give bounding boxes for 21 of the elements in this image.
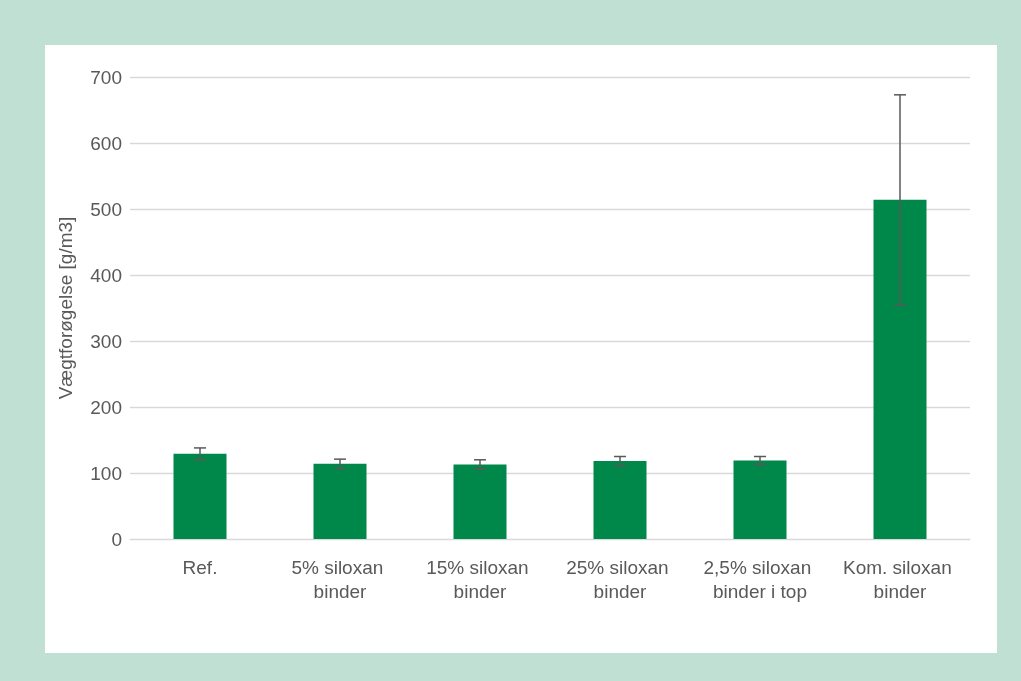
y-axis-title: Vægtforøgelse [g/m3] <box>55 216 76 400</box>
y-tick-label: 200 <box>90 396 122 418</box>
y-tick-label: 0 <box>111 528 122 550</box>
x-tick-label: Kom. siloxan binder <box>842 556 958 602</box>
y-tick-label: 700 <box>90 66 122 88</box>
x-tick-label: 5% siloxan binder <box>291 556 389 602</box>
y-tick-label: 300 <box>90 330 122 352</box>
y-tick-label: 500 <box>90 198 122 220</box>
y-tick-label: 100 <box>90 462 122 484</box>
bar <box>873 199 927 539</box>
y-tick-label: 400 <box>90 264 122 286</box>
y-tick-label: 600 <box>90 132 122 154</box>
x-tick-label: Ref. <box>182 556 218 578</box>
x-tick-label: 25% siloxan binder <box>566 556 674 602</box>
bar <box>733 460 787 539</box>
bar <box>593 461 647 539</box>
bar <box>313 463 367 539</box>
bar <box>453 464 507 539</box>
x-tick-label: 15% siloxan binder <box>426 556 534 602</box>
x-tick-label: 2,5% siloxan binder i top <box>703 556 817 602</box>
bar <box>173 453 227 539</box>
